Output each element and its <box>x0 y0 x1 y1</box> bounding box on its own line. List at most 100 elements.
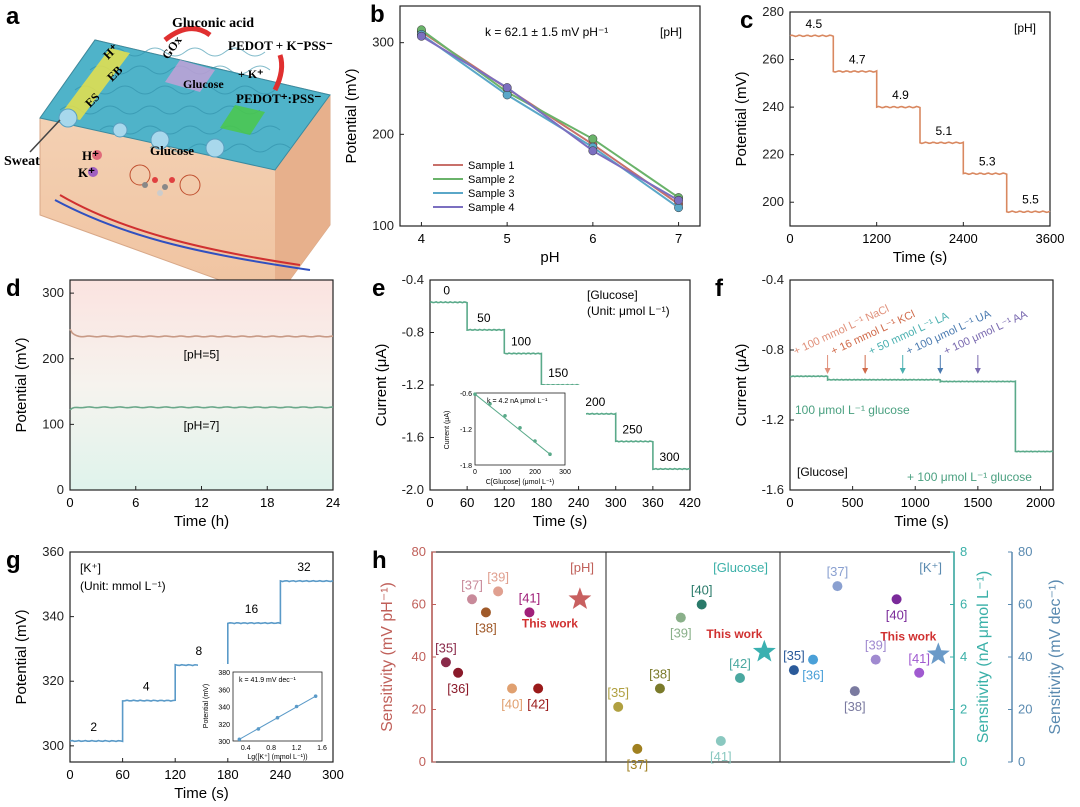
x-tick-label-b: 4 <box>418 231 425 246</box>
reference-point-h <box>891 594 902 605</box>
reference-point-h <box>453 667 464 678</box>
tag-g: [K⁺] <box>80 561 101 575</box>
y-tick-label-c: 280 <box>762 4 784 19</box>
x-tick-label-c: 3600 <box>1036 231 1065 246</box>
reference-label-h: [40] <box>501 697 523 712</box>
step-label-g: 2 <box>90 720 97 734</box>
inset-y-tick-g: 380 <box>218 670 230 677</box>
reference-label-h: [39] <box>487 569 509 584</box>
x-tick-label-g: 0 <box>66 767 73 782</box>
gox-region <box>165 60 215 92</box>
data-point-b <box>674 195 684 205</box>
x-tick-label-e: 420 <box>679 495 701 510</box>
panel-letter-c: c <box>740 7 753 34</box>
k-ion <box>88 167 98 177</box>
x-tick-label-g: 60 <box>115 767 129 782</box>
legend-label-b: Sample 4 <box>468 202 514 214</box>
x-tick-label-e: 240 <box>568 495 590 510</box>
inset-annotation-g: k = 41.9 mV dec⁻¹ <box>239 677 296 684</box>
reference-point-h <box>493 586 504 597</box>
y-tick-label-d: 0 <box>57 482 64 497</box>
this-work-label-h: This work <box>522 616 578 630</box>
unit-e: (Unit: μmol L⁻¹) <box>587 304 670 318</box>
y-tick-label-e: -0.8 <box>402 325 424 340</box>
y-tick-label-c: 260 <box>762 52 784 67</box>
vessel-red <box>59 194 301 266</box>
plot-frame-b <box>399 5 701 227</box>
reference-label-h: [37] <box>461 577 483 592</box>
step-label-g: 16 <box>245 602 259 616</box>
annotation-arrowhead-f <box>824 368 831 374</box>
x-tick-label-f: 0 <box>786 495 793 510</box>
reference-point-h <box>524 607 535 618</box>
inset-y-tick-g: 320 <box>218 722 230 729</box>
y-tick-label-h-ph: 80 <box>412 544 426 559</box>
y-tick-label-h-glu: 4 <box>960 649 967 664</box>
reference-point-h <box>654 683 665 694</box>
x-tick-label-d: 6 <box>132 495 139 510</box>
inset-xlabel-g: Lg([K⁺] (mmol L⁻¹)) <box>247 754 307 761</box>
panel-letter-b: b <box>370 1 385 28</box>
panel-letter-a: a <box>6 3 20 30</box>
inset-x-tick-g: 1.6 <box>317 745 327 752</box>
reference-label-h: [41] <box>710 749 732 764</box>
step-label-c: 4.9 <box>892 88 909 102</box>
step-label-c: 5.5 <box>1022 193 1039 207</box>
step-label-e: 100 <box>511 335 531 349</box>
label-k-ion: K⁺ <box>78 165 95 180</box>
legend-label-b: Sample 3 <box>468 188 514 200</box>
y-axis-label-c: Potential (mV) <box>733 71 750 166</box>
y-tick-label-h-glu: 2 <box>960 702 967 717</box>
x-tick-label-e: 180 <box>531 495 553 510</box>
panel-letter-f: f <box>715 275 724 302</box>
data-point-b <box>588 134 598 144</box>
reference-point-h <box>808 654 819 665</box>
x-tick-label-g: 300 <box>322 767 344 782</box>
y-tick-label-f: -0.8 <box>762 342 784 357</box>
inset-annotation-e: k = 4.2 nA μmol L⁻¹ <box>487 398 548 405</box>
x-tick-label-e: 360 <box>642 495 664 510</box>
x-axis-label-f: Time (s) <box>894 513 948 530</box>
y-tick-label-c: 240 <box>762 99 784 114</box>
y-tick-label-h-k: 40 <box>1018 649 1032 664</box>
panel-letter-e: e <box>372 275 385 302</box>
y-tick-label-d: 300 <box>42 285 64 300</box>
series-line-d-1 <box>69 406 334 411</box>
this-work-star-h <box>752 639 776 662</box>
label-h-ion: H⁺ <box>82 148 99 163</box>
inset-point-e <box>488 402 492 406</box>
series-label-d: [pH=5] <box>184 347 220 361</box>
reference-point-h <box>849 686 860 697</box>
inset-point-g <box>294 704 299 709</box>
y-tick-label-d: 100 <box>42 416 64 431</box>
reference-point-h <box>675 612 686 623</box>
x-tick-label-e: 300 <box>605 495 627 510</box>
series-line-d-0 <box>69 328 334 338</box>
reference-point-h <box>788 665 799 676</box>
label-gox: GOx <box>159 33 185 61</box>
skin-block-side <box>275 95 330 300</box>
this-work-label-h: This work <box>880 629 936 643</box>
h-ion <box>92 150 102 160</box>
tag-e: [Glucose] <box>587 288 638 302</box>
step-label-g: 8 <box>196 644 203 658</box>
reference-label-h: [38] <box>649 667 671 682</box>
step-label-e: 250 <box>622 422 642 436</box>
y-tick-label-e: -0.4 <box>402 272 424 287</box>
pedot-region <box>220 105 265 135</box>
x-tick-label-f: 2000 <box>1026 495 1055 510</box>
tag-b: [pH] <box>660 25 682 39</box>
inset-ylabel-g: Potential (mV) <box>203 684 210 728</box>
annotation-arrowhead-f <box>862 368 869 374</box>
inset-point-g <box>313 694 318 698</box>
data-point-b <box>588 146 598 156</box>
panel-letter-d: d <box>6 275 21 302</box>
inset-fit-e <box>474 393 551 455</box>
step-label-g: 32 <box>297 560 311 574</box>
glucose-molecule <box>142 177 175 196</box>
annotation-arrowhead-f <box>899 368 906 374</box>
inset-x-tick-e: 300 <box>559 469 571 476</box>
es-stripe <box>60 48 130 120</box>
panel-a-illustration: a <box>4 3 333 301</box>
